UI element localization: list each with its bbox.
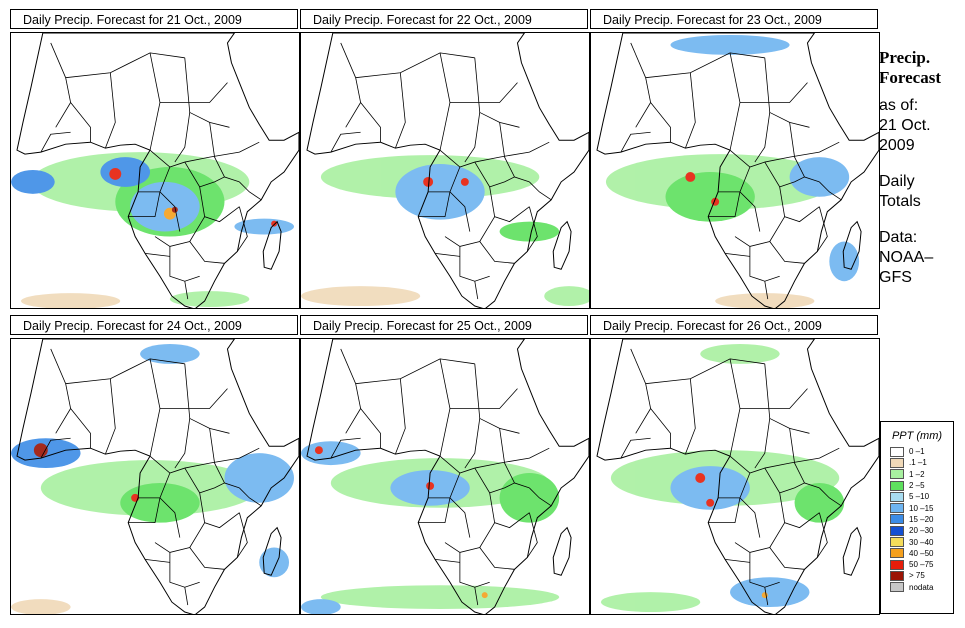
forecast-panel-24-oct: Daily Precip. Forecast for 24 Oct., 2009: [10, 315, 300, 617]
legend-label: 50 –75: [909, 560, 934, 570]
legend-label: nodata: [909, 582, 934, 592]
legend-item: 15 –20: [881, 514, 953, 525]
legend-label: 30 –40: [909, 537, 934, 547]
legend-label: 20 –30: [909, 526, 934, 536]
panel-title: Daily Precip. Forecast for 25 Oct., 2009: [300, 315, 588, 335]
legend-item: 40 –50: [881, 548, 953, 559]
side-title-line2: Forecast: [879, 68, 941, 87]
legend-item: 2 –5: [881, 480, 953, 491]
side-annotation: Precip. Forecast as of: 21 Oct. 2009 Dai…: [879, 48, 965, 288]
legend-item: 50 –75: [881, 559, 953, 570]
totals-line2: Totals: [879, 193, 921, 210]
legend-title: PPT (mm): [891, 430, 943, 442]
legend-item: 0 –1: [881, 446, 953, 457]
legend-item: 1 –2: [881, 469, 953, 480]
panel-title: Daily Precip. Forecast for 24 Oct., 2009: [10, 315, 298, 335]
panel-title: Daily Precip. Forecast for 22 Oct., 2009: [300, 9, 588, 29]
legend-label: 10 –15: [909, 503, 934, 513]
legend-swatch: [890, 446, 904, 457]
legend-label: 2 –5: [909, 481, 925, 491]
precip-map: [10, 338, 300, 615]
legend-swatch: [890, 582, 904, 593]
legend-label: 40 –50: [909, 548, 934, 558]
legend-label: 0 –1: [909, 447, 925, 457]
forecast-panel-22-oct: Daily Precip. Forecast for 22 Oct., 2009: [300, 9, 590, 311]
legend-swatch: [890, 503, 904, 514]
legend-swatch: [890, 548, 904, 559]
legend-label: 5 –10: [909, 492, 930, 502]
legend-item: 10 –15: [881, 502, 953, 514]
forecast-panel-21-oct: Daily Precip. Forecast for 21 Oct., 2009: [10, 9, 300, 311]
legend-swatch: [890, 514, 904, 525]
legend-swatch: [890, 570, 904, 581]
legend-item: > 75: [881, 570, 953, 581]
totals-line1: Daily: [879, 173, 915, 190]
precip-map: [590, 32, 880, 309]
panel-title: Daily Precip. Forecast for 23 Oct., 2009: [590, 9, 878, 29]
as-of-date: 21 Oct.: [879, 117, 931, 134]
side-title-line1: Precip.: [879, 48, 931, 67]
legend-label: 15 –20: [909, 514, 934, 524]
legend-label: > 75: [909, 571, 925, 581]
precip-map: [590, 338, 880, 615]
legend-swatch: [890, 491, 904, 502]
legend-swatch: [890, 525, 904, 536]
precip-legend: PPT (mm) 0 –1.1 –1 1 –2 2 –5 5 –10 10 –15 15 …: [880, 421, 954, 614]
legend-item: 20 –30: [881, 525, 953, 536]
data-source: NOAA–: [879, 249, 934, 266]
as-of-label: as of:: [879, 97, 919, 114]
legend-label: .1 –1: [909, 458, 927, 468]
legend-item: 5 –10: [881, 491, 953, 502]
precip-map: [300, 338, 590, 615]
legend-item: 30 –40: [881, 536, 953, 548]
legend-item: .1 –1: [881, 457, 953, 468]
precip-map: [10, 32, 300, 309]
forecast-panel-26-oct: Daily Precip. Forecast for 26 Oct., 2009: [590, 315, 880, 617]
legend-swatch: [890, 480, 904, 491]
panel-title: Daily Precip. Forecast for 26 Oct., 2009: [590, 315, 878, 335]
legend-swatch: [890, 559, 904, 570]
forecast-panel-23-oct: Daily Precip. Forecast for 23 Oct., 2009: [590, 9, 880, 311]
legend-label: 1 –2: [909, 469, 925, 479]
forecast-panel-25-oct: Daily Precip. Forecast for 25 Oct., 2009: [300, 315, 590, 617]
legend-swatch: [890, 457, 904, 468]
as-of-year: 2009: [879, 137, 915, 154]
legend-swatch: [890, 469, 904, 480]
precip-map: [300, 32, 590, 309]
data-label: Data:: [879, 229, 918, 246]
legend-swatch: [890, 537, 904, 548]
panel-title: Daily Precip. Forecast for 21 Oct., 2009: [10, 9, 298, 29]
data-source-model: GFS: [879, 269, 912, 286]
legend-item: nodata: [881, 582, 953, 593]
